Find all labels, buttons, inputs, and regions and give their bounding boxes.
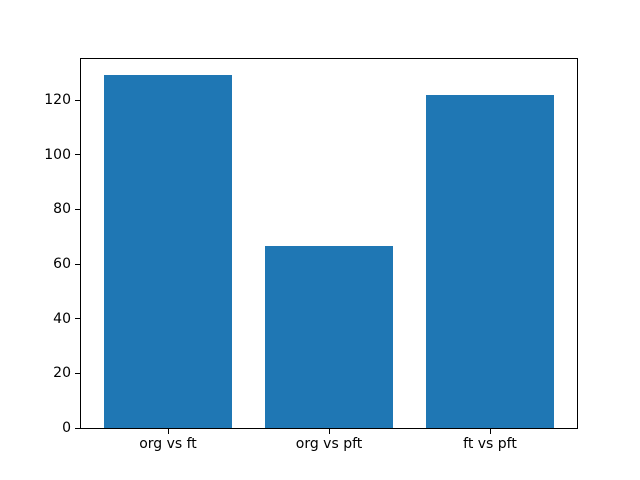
y-tick-label: 60	[53, 256, 71, 272]
plot-area: 0 20 40 60 80 100 120 org vs ft org vs pft ft vs …	[44, 58, 578, 451]
y-tick-mark	[75, 263, 80, 265]
y-tick-label: 120	[44, 92, 71, 108]
x-tick-mark	[489, 429, 491, 434]
x-tick-label: org vs ft	[139, 436, 197, 452]
y-tick-label: 20	[53, 365, 71, 382]
y-tick-mark	[75, 99, 80, 101]
y-tick-mark	[75, 208, 80, 210]
x-tick-mark	[328, 429, 330, 434]
y-tick-mark	[75, 318, 80, 320]
y-tick-label: 80	[53, 201, 71, 218]
y-tick-mark	[75, 372, 80, 374]
bar-org-vs-ft	[103, 75, 233, 428]
y-tick-label: 40	[53, 310, 71, 327]
y-tick-label: 0	[62, 420, 71, 436]
bar-org-vs-pft	[264, 245, 394, 428]
bar-ft-vs-pft	[425, 95, 555, 428]
y-tick-mark	[75, 154, 80, 156]
y-tick-mark	[75, 427, 80, 429]
x-tick-label: org vs pft	[295, 436, 363, 452]
y-tick-label: 100	[44, 146, 71, 163]
x-tick-mark	[167, 429, 169, 434]
x-tick-label: ft vs pft	[463, 436, 517, 452]
